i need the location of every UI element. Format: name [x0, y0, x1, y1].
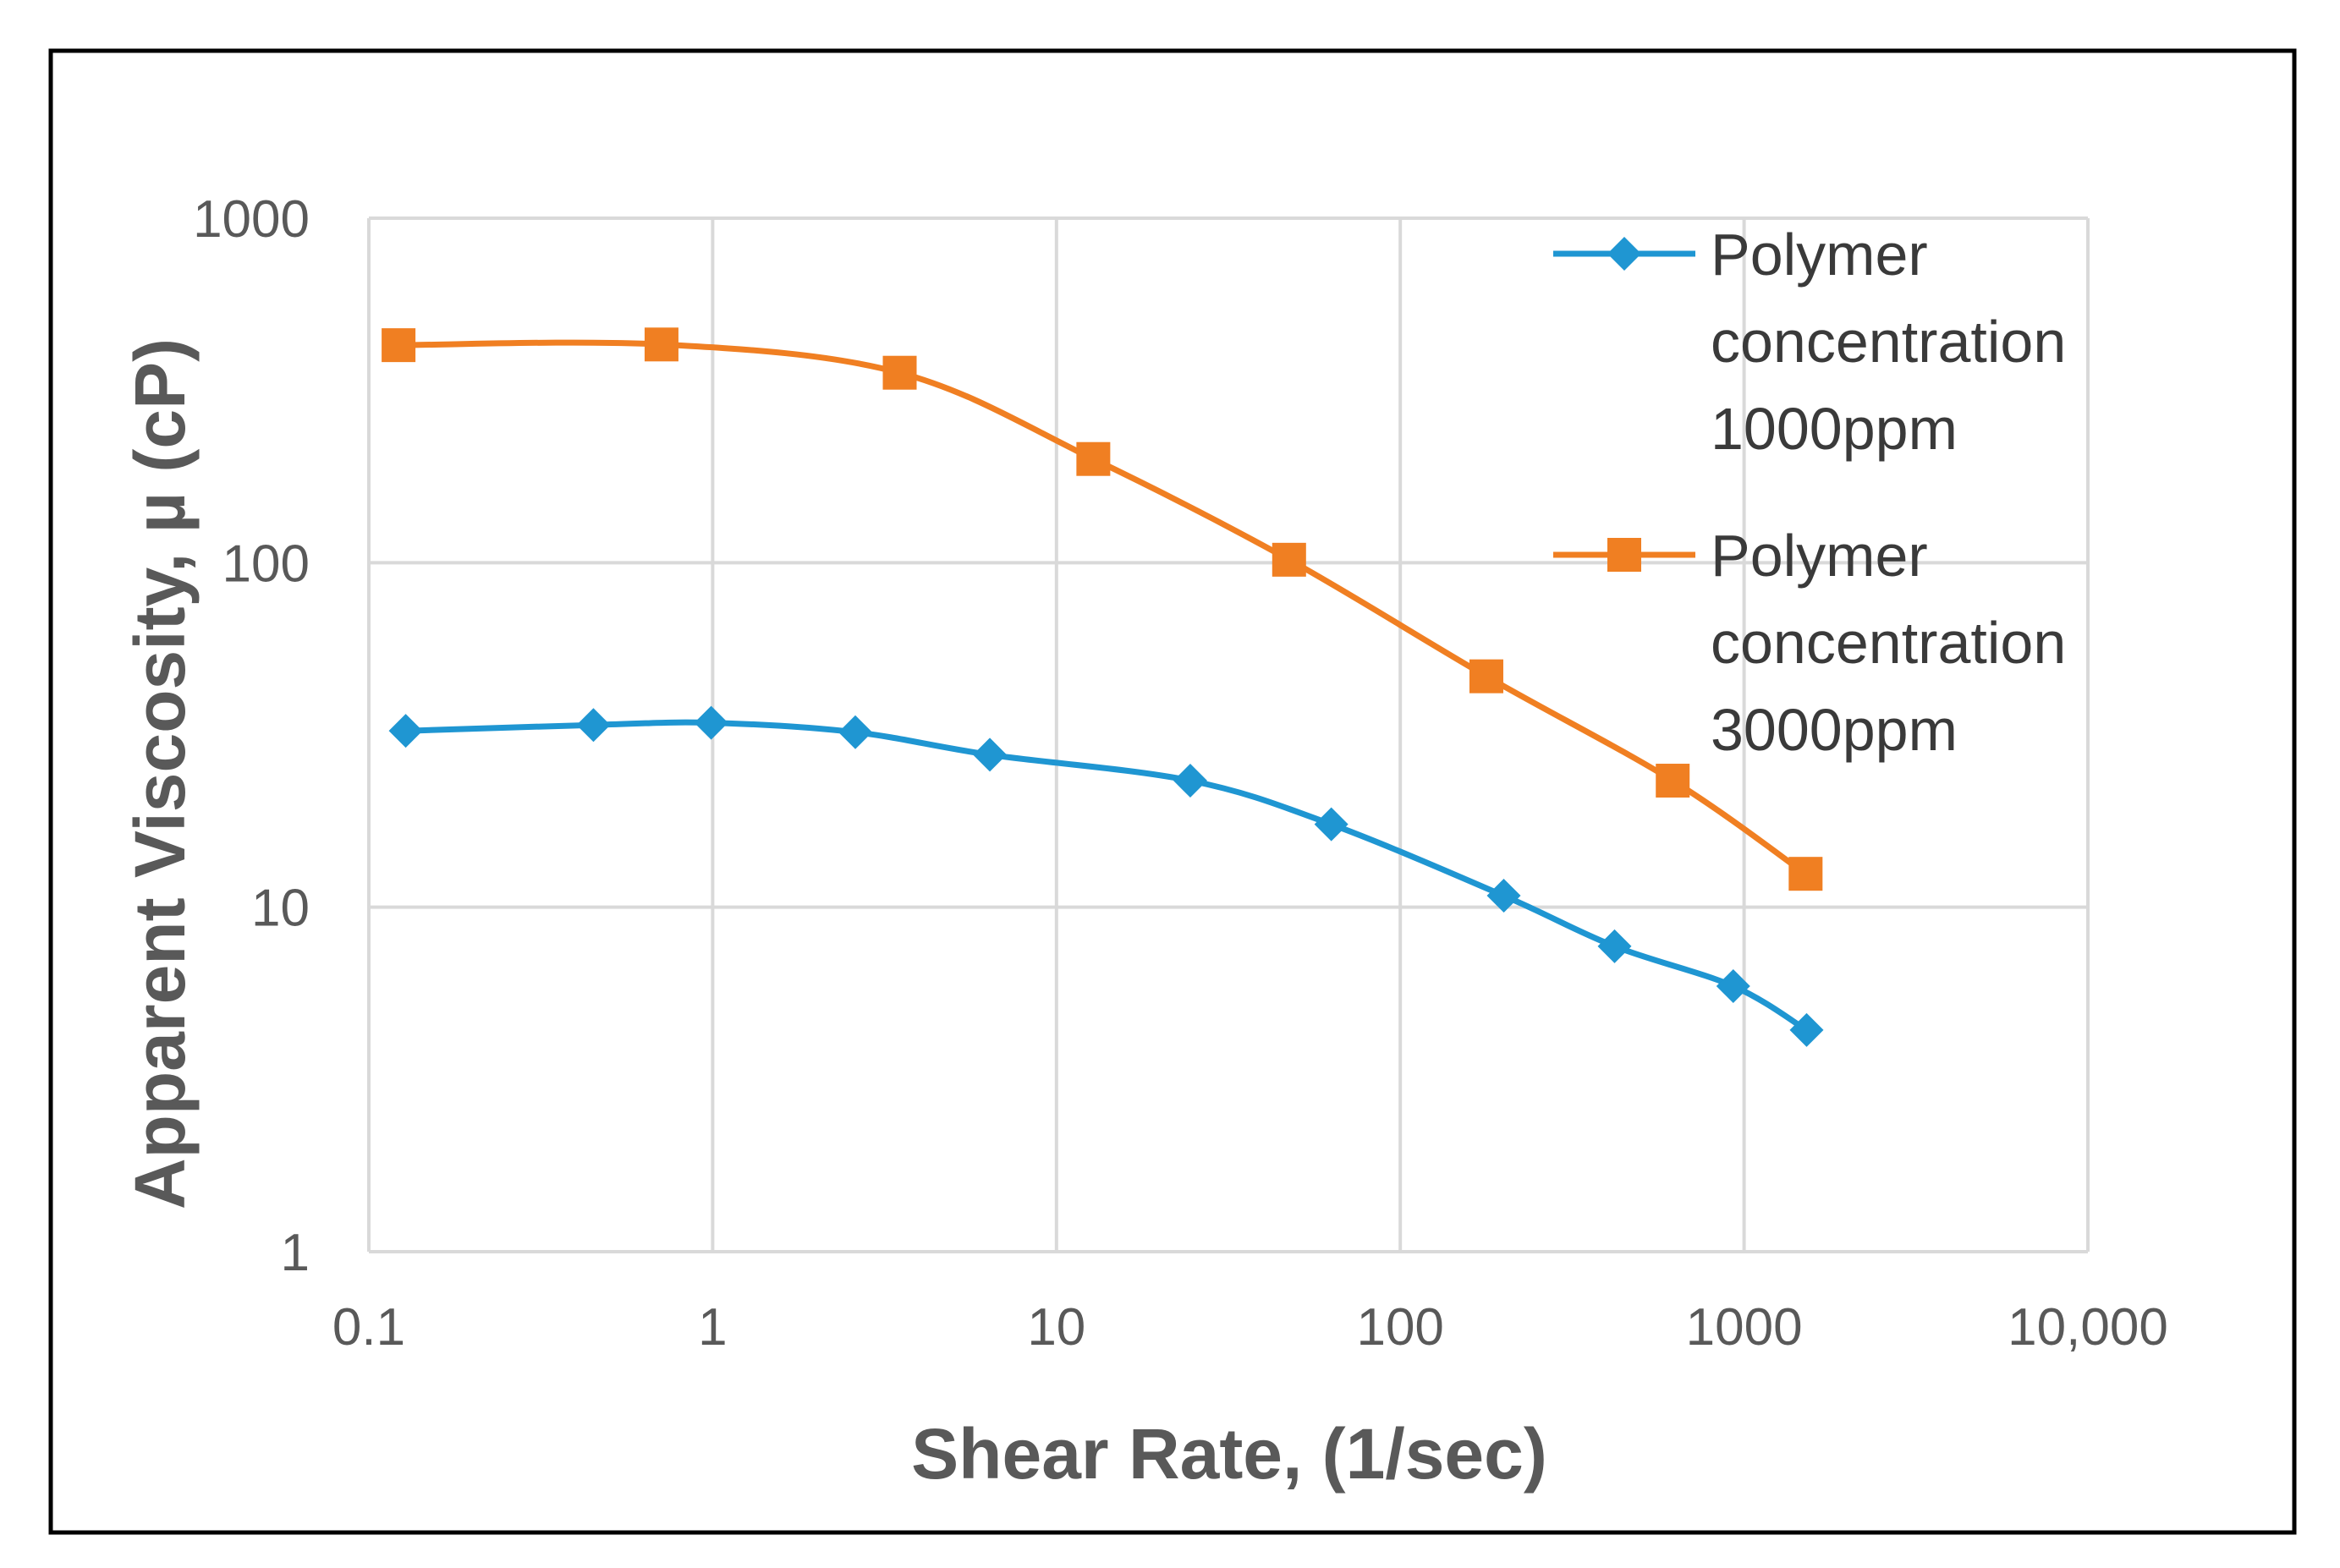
legend-item: Polymer concentration 3000ppm: [1553, 523, 2066, 763]
data-point: [1597, 929, 1632, 963]
legend-label: concentration: [1711, 309, 2066, 375]
data-point: [1788, 857, 1823, 891]
legend-item: Polymer concentration 1000ppm: [1553, 222, 2066, 462]
x-tick-label: 0.1: [332, 1298, 405, 1357]
chart-frame: [48, 48, 2297, 1535]
x-tick-label: 100: [1356, 1298, 1443, 1357]
x-tick-label: 1: [698, 1298, 727, 1357]
legend-swatch-marker: [1607, 237, 1641, 271]
data-point: [1173, 764, 1207, 798]
x-tick-label: 1000: [1686, 1298, 1803, 1357]
legend-label: 3000ppm: [1711, 697, 1958, 763]
data-point: [1272, 542, 1306, 577]
y-tick-label: 100: [222, 535, 310, 593]
legend-label: concentration: [1711, 610, 2066, 676]
x-axis-title: Shear Rate, (1/sec): [911, 1414, 1547, 1494]
series-2: [382, 327, 1823, 891]
legend: Polymer concentration 1000ppm Polymer concen…: [1553, 222, 2066, 763]
y-tick-labels: 1 10 100 1000: [193, 190, 310, 1282]
data-point: [1314, 807, 1349, 842]
data-point: [388, 714, 423, 748]
y-tick-label: 1: [281, 1224, 310, 1282]
y-axis-title: Apparent Viscosity, µ (cP): [120, 338, 200, 1209]
series-1: [388, 705, 1824, 1047]
legend-swatch-marker: [1607, 538, 1641, 572]
data-point: [644, 327, 678, 362]
x-tick-labels: 0.1 1 10 100 1000 10,000: [332, 1298, 2168, 1357]
legend-label: 1000ppm: [1711, 396, 1958, 462]
data-point: [1656, 764, 1690, 798]
legend-label: Polymer: [1711, 523, 1928, 589]
data-point: [1716, 969, 1750, 1004]
data-point: [382, 328, 416, 363]
y-tick-label: 1000: [193, 190, 310, 249]
data-point: [882, 355, 917, 390]
series-group: [382, 327, 1824, 1047]
data-point: [838, 715, 873, 749]
data-point: [973, 737, 1008, 772]
data-point: [1789, 1012, 1824, 1047]
data-point: [1469, 659, 1503, 694]
y-tick-label: 10: [251, 880, 310, 938]
legend-label: Polymer: [1711, 222, 1928, 288]
data-point: [576, 708, 611, 743]
x-tick-label: 10: [1027, 1298, 1085, 1357]
data-point: [1076, 441, 1111, 476]
data-point: [1486, 879, 1521, 913]
data-point: [694, 705, 728, 740]
x-tick-label: 10,000: [2008, 1298, 2168, 1357]
gridlines: [367, 217, 2090, 1253]
